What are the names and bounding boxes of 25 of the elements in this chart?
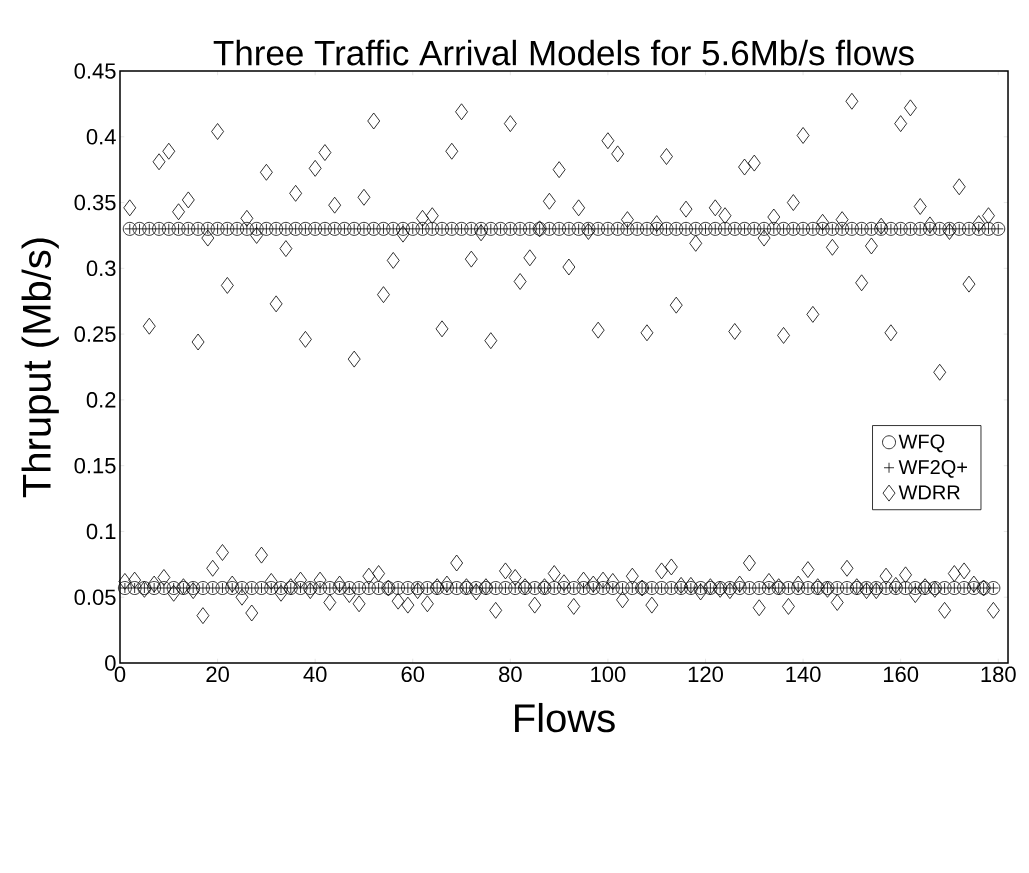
x-tick-label: 40: [303, 666, 327, 683]
x-tick-label: 180: [981, 666, 1016, 683]
legend-label: WDRR: [898, 485, 960, 500]
x-tick-label: 140: [786, 666, 821, 683]
x-tick-label: 20: [206, 666, 229, 683]
x-tick-label: 80: [499, 666, 522, 683]
x-axis-title: Flows: [515, 702, 615, 733]
x-tick-label: 120: [688, 666, 723, 683]
y-tick-label: 0.35: [74, 194, 116, 211]
chart-title: Three Traffic Arrival Models for 5.6Mb/s flows: [213, 39, 914, 66]
y-tick-label: 0.1: [86, 523, 116, 540]
x-tick-label: 100: [591, 666, 626, 683]
y-tick-label: 0.45: [74, 63, 116, 79]
y-tick-label: 0.15: [74, 457, 116, 474]
x-tick-label: 60: [401, 666, 425, 683]
y-axis-title: Thruput (Mb/s): [21, 238, 59, 498]
x-tick-label: 160: [883, 666, 919, 683]
legend-label: WFQ: [898, 434, 945, 453]
legend-label: WF2Q+: [898, 460, 967, 478]
y-tick-label: 0: [105, 655, 116, 671]
y-tick-label: 0.3: [86, 260, 116, 277]
y-tick-label: 0.4: [86, 128, 116, 145]
y-tick-label: 0.05: [74, 589, 116, 606]
y-tick-label: 0.25: [74, 326, 116, 342]
y-tick-label: 0.2: [86, 392, 116, 408]
